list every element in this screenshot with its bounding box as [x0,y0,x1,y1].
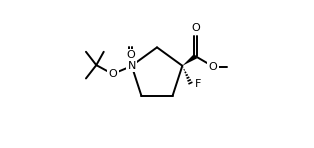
Text: O: O [191,22,200,33]
Polygon shape [182,54,197,66]
Text: O: O [209,62,218,72]
Text: N: N [127,61,136,71]
Text: F: F [195,79,201,89]
Text: O: O [108,69,117,79]
Text: O: O [126,50,135,60]
